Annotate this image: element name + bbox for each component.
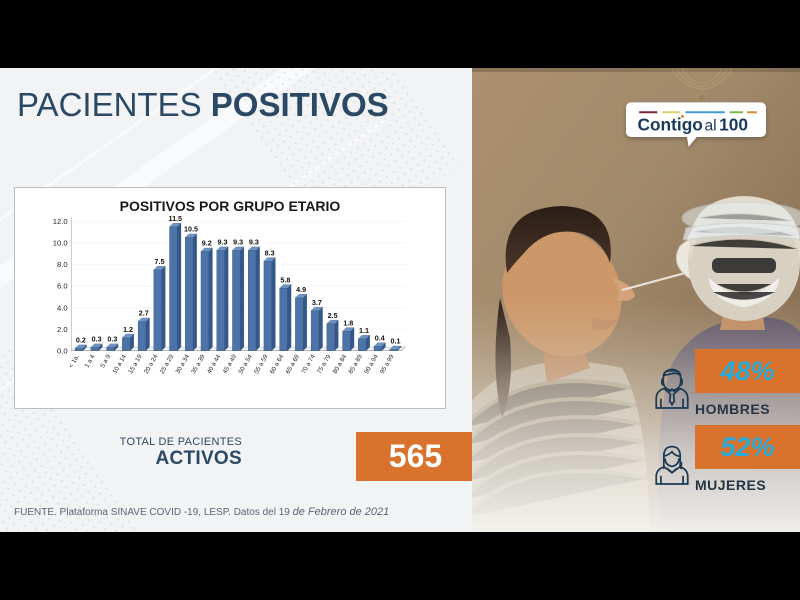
svg-text:5 a 9: 5 a 9 xyxy=(99,353,112,369)
svg-text:15 a 19: 15 a 19 xyxy=(127,353,144,375)
svg-text:9.2: 9.2 xyxy=(202,240,212,248)
svg-text:30 a 34: 30 a 34 xyxy=(174,353,191,375)
svg-text:0.3: 0.3 xyxy=(107,336,117,344)
svg-text:45 a 49: 45 a 49 xyxy=(222,353,239,375)
svg-text:8.3: 8.3 xyxy=(265,249,275,257)
svg-text:90 a 94: 90 a 94 xyxy=(363,353,380,375)
svg-text:8.0: 8.0 xyxy=(57,260,68,269)
svg-text:0.0: 0.0 xyxy=(57,346,68,355)
svg-text:0.1: 0.1 xyxy=(390,338,400,346)
svg-text:11.5: 11.5 xyxy=(168,216,182,223)
svg-text:70 a 74: 70 a 74 xyxy=(300,353,317,375)
svg-text:10 a 14: 10 a 14 xyxy=(111,353,128,375)
svg-text:2.0: 2.0 xyxy=(57,325,68,334)
svg-text:9.3: 9.3 xyxy=(217,239,227,247)
svg-text:6.0: 6.0 xyxy=(57,282,68,291)
svg-text:65 a 69: 65 a 69 xyxy=(285,353,302,375)
svg-text:55 a 59: 55 a 59 xyxy=(253,353,270,375)
svg-text:12.0: 12.0 xyxy=(53,217,68,226)
svg-text:10.5: 10.5 xyxy=(184,226,198,234)
svg-text:25 a 29: 25 a 29 xyxy=(159,353,176,375)
svg-text:1.1: 1.1 xyxy=(359,327,369,335)
svg-text:0.4: 0.4 xyxy=(375,335,385,343)
svg-text:95 a 99: 95 a 99 xyxy=(379,353,396,375)
svg-text:75 a 79: 75 a 79 xyxy=(316,353,333,375)
svg-text:5.8: 5.8 xyxy=(280,276,290,284)
svg-text:4.0: 4.0 xyxy=(57,303,68,312)
svg-text:1.8: 1.8 xyxy=(343,319,353,327)
svg-text:1.2: 1.2 xyxy=(123,326,133,334)
svg-text:10.0: 10.0 xyxy=(53,239,68,248)
svg-text:9.3: 9.3 xyxy=(249,239,259,247)
svg-text:85 a 89: 85 a 89 xyxy=(347,353,364,375)
svg-text:1 a 4: 1 a 4 xyxy=(84,353,97,369)
svg-text:9.3: 9.3 xyxy=(233,239,243,247)
svg-text:3.7: 3.7 xyxy=(312,299,322,307)
svg-text:2.5: 2.5 xyxy=(328,312,338,320)
svg-text:35 a 39: 35 a 39 xyxy=(190,353,207,375)
svg-text:40 a 44: 40 a 44 xyxy=(206,353,223,375)
svg-text:60 a 64: 60 a 64 xyxy=(269,353,286,375)
svg-text:4.9: 4.9 xyxy=(296,286,306,294)
svg-text:50 a 54: 50 a 54 xyxy=(237,353,254,375)
svg-text:< 1a.: < 1a. xyxy=(68,353,81,369)
svg-text:0.2: 0.2 xyxy=(76,337,86,345)
svg-text:20 a 24: 20 a 24 xyxy=(143,353,160,375)
svg-text:80 a 84: 80 a 84 xyxy=(332,353,349,375)
svg-text:2.7: 2.7 xyxy=(139,310,149,318)
svg-text:7.5: 7.5 xyxy=(155,258,165,266)
svg-text:0.3: 0.3 xyxy=(92,336,102,344)
